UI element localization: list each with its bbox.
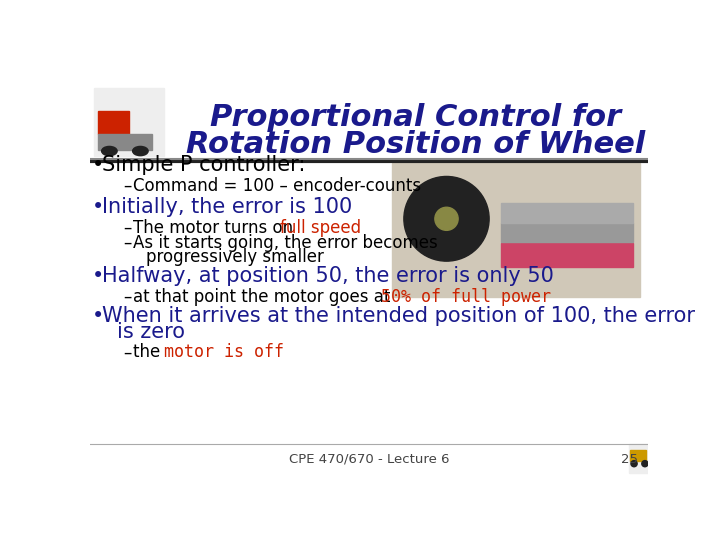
Ellipse shape bbox=[642, 461, 648, 467]
Text: •: • bbox=[92, 197, 104, 217]
Text: progressively smaller: progressively smaller bbox=[145, 248, 324, 266]
Text: Command = 100 – encoder-counts: Command = 100 – encoder-counts bbox=[132, 177, 420, 195]
Text: Proportional Control for: Proportional Control for bbox=[210, 103, 621, 132]
Text: CPE 470/670 - Lecture 6: CPE 470/670 - Lecture 6 bbox=[289, 453, 449, 465]
Bar bbox=[500, 222, 632, 242]
Text: The motor turns on: The motor turns on bbox=[132, 219, 298, 237]
Text: Simple P controller:: Simple P controller: bbox=[102, 155, 305, 175]
Bar bbox=[500, 244, 632, 267]
Text: Rotation Position of Wheel: Rotation Position of Wheel bbox=[186, 130, 645, 159]
Ellipse shape bbox=[631, 461, 637, 467]
Text: When it arrives at the intended position of 100, the error: When it arrives at the intended position… bbox=[102, 306, 695, 326]
Bar bbox=[90, 65, 648, 161]
Ellipse shape bbox=[435, 207, 458, 231]
Bar bbox=[629, 444, 648, 473]
Bar bbox=[94, 88, 163, 156]
Text: is zero: is zero bbox=[117, 322, 185, 342]
Text: 25: 25 bbox=[621, 453, 638, 465]
Text: the: the bbox=[132, 343, 165, 361]
Bar bbox=[392, 163, 640, 298]
Bar bbox=[630, 450, 646, 461]
Text: –: – bbox=[123, 219, 132, 237]
Bar bbox=[98, 134, 152, 150]
Ellipse shape bbox=[404, 177, 489, 261]
Text: •: • bbox=[92, 155, 104, 175]
Bar bbox=[500, 204, 632, 222]
Text: Initially, the error is 100: Initially, the error is 100 bbox=[102, 197, 352, 217]
Text: –: – bbox=[123, 177, 132, 195]
Text: –: – bbox=[123, 343, 132, 361]
Text: motor is off: motor is off bbox=[163, 343, 284, 361]
Text: 50% of full power: 50% of full power bbox=[381, 288, 551, 306]
Text: As it starts going, the error becomes: As it starts going, the error becomes bbox=[132, 234, 437, 252]
Text: –: – bbox=[123, 234, 132, 252]
Text: Halfway, at position 50, the error is only 50: Halfway, at position 50, the error is on… bbox=[102, 266, 554, 286]
Bar bbox=[98, 111, 129, 134]
Text: –: – bbox=[123, 288, 132, 306]
Ellipse shape bbox=[132, 146, 148, 156]
Text: •: • bbox=[92, 266, 104, 286]
Text: at that point the motor goes at: at that point the motor goes at bbox=[132, 288, 395, 306]
Text: •: • bbox=[92, 306, 104, 326]
Text: full speed: full speed bbox=[280, 219, 361, 237]
Ellipse shape bbox=[102, 146, 117, 156]
